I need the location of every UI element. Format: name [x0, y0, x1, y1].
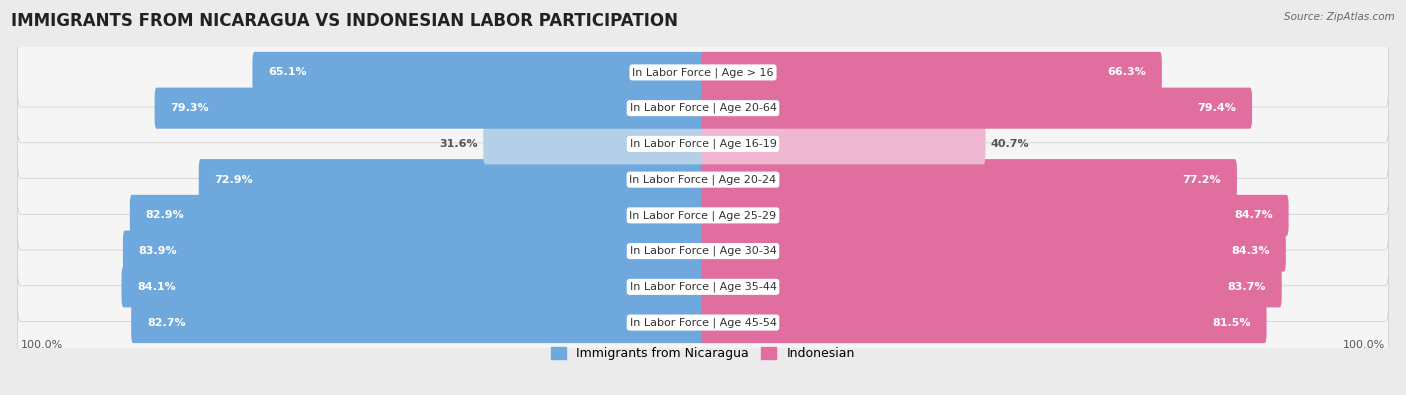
FancyBboxPatch shape	[121, 266, 704, 307]
FancyBboxPatch shape	[122, 231, 704, 272]
FancyBboxPatch shape	[702, 302, 1267, 343]
FancyBboxPatch shape	[17, 145, 1389, 214]
Legend: Immigrants from Nicaragua, Indonesian: Immigrants from Nicaragua, Indonesian	[546, 342, 860, 365]
FancyBboxPatch shape	[17, 73, 1389, 143]
Text: 81.5%: 81.5%	[1212, 318, 1251, 327]
FancyBboxPatch shape	[155, 88, 704, 129]
Text: 66.3%: 66.3%	[1108, 68, 1146, 77]
FancyBboxPatch shape	[702, 52, 1161, 93]
FancyBboxPatch shape	[17, 252, 1389, 322]
Text: In Labor Force | Age > 16: In Labor Force | Age > 16	[633, 67, 773, 78]
Text: 79.4%: 79.4%	[1198, 103, 1236, 113]
FancyBboxPatch shape	[129, 195, 704, 236]
Text: 82.9%: 82.9%	[146, 211, 184, 220]
FancyBboxPatch shape	[131, 302, 704, 343]
Text: In Labor Force | Age 25-29: In Labor Force | Age 25-29	[630, 210, 776, 221]
Text: In Labor Force | Age 20-24: In Labor Force | Age 20-24	[630, 174, 776, 185]
FancyBboxPatch shape	[17, 109, 1389, 179]
FancyBboxPatch shape	[198, 159, 704, 200]
Text: In Labor Force | Age 35-44: In Labor Force | Age 35-44	[630, 282, 776, 292]
FancyBboxPatch shape	[702, 123, 986, 164]
FancyBboxPatch shape	[702, 195, 1289, 236]
FancyBboxPatch shape	[702, 266, 1282, 307]
FancyBboxPatch shape	[17, 288, 1389, 357]
FancyBboxPatch shape	[17, 181, 1389, 250]
Text: In Labor Force | Age 45-54: In Labor Force | Age 45-54	[630, 317, 776, 328]
Text: 100.0%: 100.0%	[1343, 340, 1385, 350]
Text: 40.7%: 40.7%	[990, 139, 1029, 149]
Text: 83.9%: 83.9%	[139, 246, 177, 256]
Text: In Labor Force | Age 30-34: In Labor Force | Age 30-34	[630, 246, 776, 256]
Text: 84.3%: 84.3%	[1232, 246, 1270, 256]
Text: 82.7%: 82.7%	[148, 318, 186, 327]
FancyBboxPatch shape	[17, 216, 1389, 286]
Text: 84.7%: 84.7%	[1234, 211, 1272, 220]
Text: 83.7%: 83.7%	[1227, 282, 1265, 292]
Text: In Labor Force | Age 16-19: In Labor Force | Age 16-19	[630, 139, 776, 149]
Text: 84.1%: 84.1%	[138, 282, 176, 292]
FancyBboxPatch shape	[702, 159, 1237, 200]
FancyBboxPatch shape	[253, 52, 704, 93]
Text: 79.3%: 79.3%	[170, 103, 209, 113]
Text: 100.0%: 100.0%	[21, 340, 63, 350]
Text: In Labor Force | Age 20-64: In Labor Force | Age 20-64	[630, 103, 776, 113]
Text: 65.1%: 65.1%	[269, 68, 307, 77]
FancyBboxPatch shape	[17, 38, 1389, 107]
FancyBboxPatch shape	[702, 231, 1286, 272]
Text: Source: ZipAtlas.com: Source: ZipAtlas.com	[1284, 12, 1395, 22]
Text: IMMIGRANTS FROM NICARAGUA VS INDONESIAN LABOR PARTICIPATION: IMMIGRANTS FROM NICARAGUA VS INDONESIAN …	[11, 12, 678, 30]
FancyBboxPatch shape	[484, 123, 704, 164]
FancyBboxPatch shape	[702, 88, 1253, 129]
Text: 31.6%: 31.6%	[440, 139, 478, 149]
Text: 72.9%: 72.9%	[215, 175, 253, 184]
Text: 77.2%: 77.2%	[1182, 175, 1220, 184]
